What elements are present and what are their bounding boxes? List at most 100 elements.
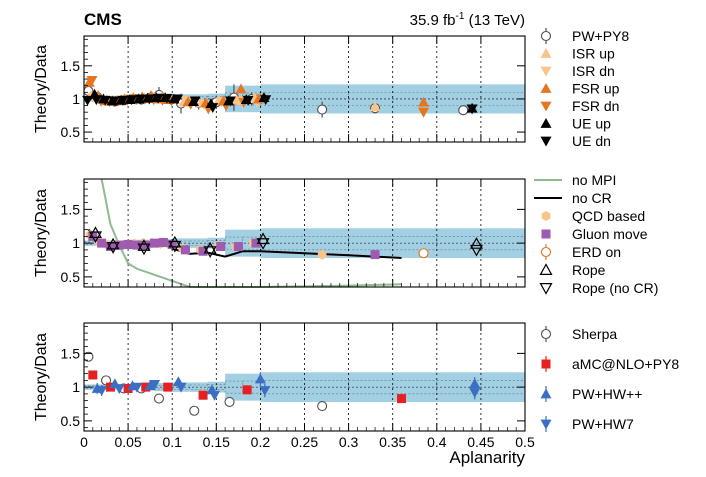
y-tick-label: 1.5 — [61, 58, 81, 74]
legend: Sherpa aMC@NLO+PY8 PW+HW++ PW+HW7 — [540, 326, 679, 432]
data-point — [106, 242, 120, 254]
data-point — [224, 96, 236, 107]
data-point — [131, 382, 143, 393]
legend: no MPI no CR QCD based Gluon move ERD on Rope… — [534, 172, 658, 296]
data-point — [143, 94, 155, 105]
data-point — [224, 396, 235, 408]
y-tick-label: 1 — [72, 235, 80, 251]
data-point — [233, 242, 243, 251]
data-point — [88, 231, 102, 244]
legend-marker — [540, 388, 552, 399]
legend-marker — [540, 48, 552, 58]
x-tick-label: 0.45 — [467, 434, 494, 450]
legend-item: UE dn — [540, 133, 611, 149]
legend-label: UE up — [572, 116, 611, 132]
data-point — [469, 378, 481, 389]
data-point — [117, 95, 129, 106]
data-point — [150, 238, 160, 248]
data-point — [317, 400, 328, 412]
data-point — [175, 382, 187, 393]
data-point — [209, 390, 221, 401]
data-point — [168, 240, 182, 253]
data-point — [418, 96, 430, 107]
y-axis-label: Theory/Data — [33, 333, 50, 421]
data-point — [189, 405, 200, 416]
legend-label: ISR dn — [572, 63, 615, 79]
data-point — [260, 95, 272, 106]
legend-marker — [540, 118, 552, 128]
y-tick-label: 0.5 — [61, 269, 81, 285]
x-tick-label: 0.25 — [291, 434, 318, 450]
data-point — [180, 245, 190, 255]
data-point — [114, 240, 124, 250]
legend-label: QCD based — [572, 208, 645, 224]
legend-label: PW+PY8 — [572, 28, 629, 44]
data-point — [469, 388, 481, 399]
data-point — [469, 237, 484, 249]
legend-marker — [540, 136, 552, 147]
x-axis-label: Aplanarity — [449, 448, 525, 467]
legend-item: PW+HW7 — [540, 416, 634, 432]
data-point — [203, 246, 217, 258]
data-point — [158, 237, 168, 247]
data-point — [317, 249, 327, 260]
data-point — [123, 239, 133, 249]
legend-marker — [540, 101, 552, 112]
uncertainty-bin — [189, 382, 208, 392]
legend-label: Gluon move — [572, 226, 648, 242]
legend-marker — [539, 263, 553, 275]
uncertainty-bin — [189, 238, 208, 248]
legend-label: PW+HW++ — [572, 386, 642, 402]
data-point — [144, 380, 156, 391]
data-point — [88, 370, 98, 380]
data-point — [458, 105, 469, 116]
x-tick-label: 0.3 — [339, 434, 359, 450]
legend-item: ERD on — [540, 244, 621, 260]
legend-marker — [541, 211, 551, 221]
data-point — [198, 390, 208, 400]
legend-item: FSR up — [540, 81, 620, 97]
data-point — [152, 93, 164, 104]
data-point — [189, 96, 201, 107]
data-point — [105, 242, 115, 251]
legend-item: no CR — [534, 190, 612, 206]
legend-item: Rope — [539, 262, 606, 278]
x-tick-label: 0.4 — [427, 434, 447, 450]
y-tick-label: 1.5 — [61, 345, 81, 361]
luminosity-exponent: -1 — [456, 11, 465, 22]
data-point — [397, 394, 407, 404]
x-grid — [127, 323, 482, 431]
data-point — [161, 93, 173, 104]
series-pw-hw7 — [96, 380, 481, 401]
legend-item: ISR dn — [540, 63, 615, 79]
legend-item: Rope (no CR) — [539, 280, 658, 296]
luminosity-label: 35.9 fb-1 (13 TeV) — [410, 11, 525, 29]
legend-item: Gluon move — [541, 226, 648, 242]
legend-label: Rope — [572, 262, 606, 278]
legend-label: Rope (no CR) — [572, 280, 658, 296]
legend-item: UE up — [540, 116, 611, 132]
data-point — [141, 240, 151, 250]
legend-marker — [540, 30, 552, 42]
data-point — [82, 95, 94, 106]
panel-3: 0.5 1 1.5 0 0.05 0.1 0.15 0.2 0.25 0.3 0.35 0.4 0.45… — [33, 322, 679, 450]
data-point — [198, 246, 208, 256]
legend-label: no CR — [572, 190, 612, 206]
data-point — [370, 250, 380, 260]
legend-marker — [540, 419, 552, 430]
x-tick-label: 0.15 — [203, 434, 230, 450]
data-point — [203, 241, 217, 254]
x-tick-label: 0.1 — [162, 434, 182, 450]
data-point — [207, 103, 219, 114]
data-point — [171, 94, 183, 105]
legend-label: FSR dn — [572, 98, 619, 114]
y-tick-label: 1.5 — [61, 201, 81, 217]
legend-label: FSR up — [572, 81, 620, 97]
x-tick-label: 0.35 — [379, 434, 406, 450]
y-tick-label: 1 — [72, 91, 80, 107]
legend-item: Sherpa — [540, 326, 617, 342]
x-tick-label: 0.2 — [251, 434, 271, 450]
